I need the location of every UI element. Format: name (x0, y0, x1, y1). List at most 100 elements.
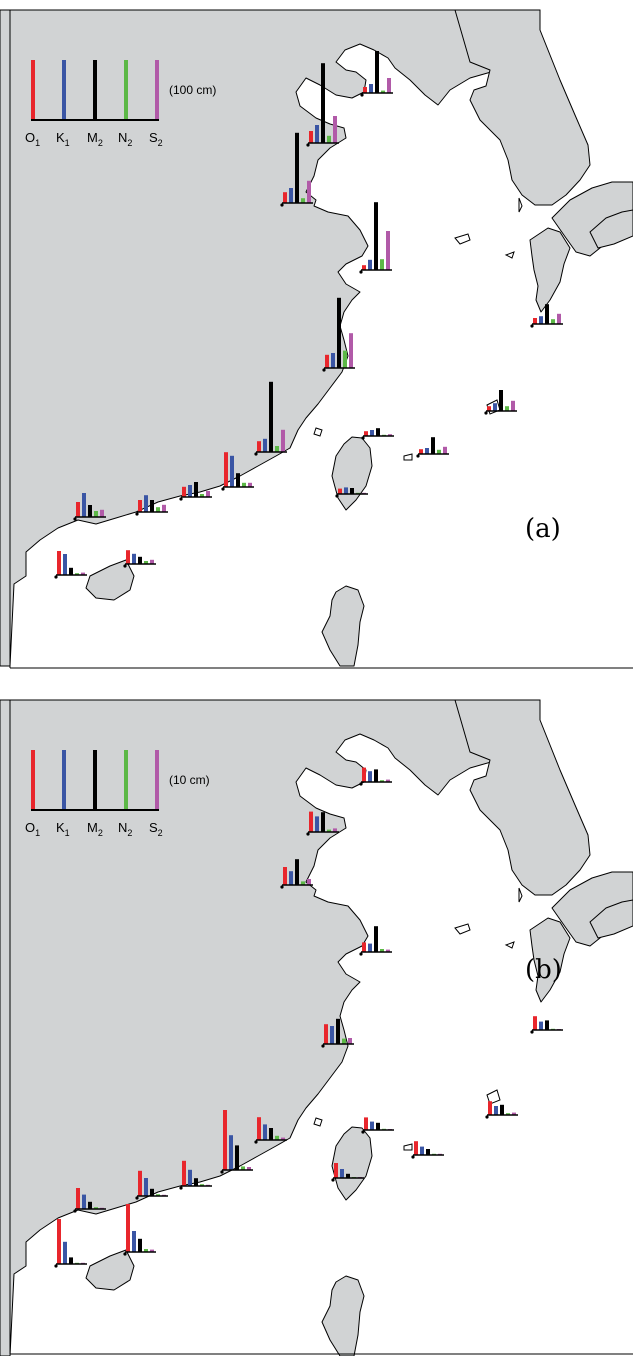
bar-s2 (333, 828, 337, 832)
station-marker (123, 1252, 127, 1256)
bar-n2 (301, 198, 305, 203)
bar-s2 (557, 313, 561, 324)
islet-isl5 (403, 453, 413, 461)
bar-o1 (283, 192, 287, 203)
land-hainan (85, 1249, 135, 1291)
station-marker (361, 436, 365, 440)
legend-bar-n2 (124, 750, 128, 810)
bar-m2 (194, 482, 198, 497)
station-bohai-north (306, 811, 339, 836)
bar-k1 (539, 316, 543, 324)
bar-s2 (386, 949, 390, 952)
bar-o1 (57, 551, 61, 575)
bar-k1 (144, 495, 148, 512)
bar-m2 (236, 473, 240, 487)
station-kyushu (530, 304, 563, 328)
bar-m2 (374, 769, 378, 782)
station-bohai-west (280, 132, 313, 207)
bar-o1 (76, 1188, 80, 1209)
bar-k1 (370, 430, 374, 436)
station-guangdong-west (221, 452, 254, 491)
bar-k1 (289, 188, 293, 203)
bar-k1 (132, 553, 136, 564)
bar-m2 (545, 304, 549, 324)
bar-s2 (386, 779, 390, 782)
station-marker (321, 1044, 325, 1048)
bar-k1 (344, 487, 348, 494)
bar-o1 (309, 811, 313, 832)
land-luzon (321, 585, 365, 667)
panel-label: (a) (525, 514, 561, 544)
bar-m2 (150, 1188, 154, 1196)
station-zhejiang (254, 1117, 287, 1144)
bar-k1 (63, 1241, 67, 1264)
station-marker (179, 1186, 183, 1190)
station-marker (322, 368, 326, 372)
station-marker (411, 1155, 415, 1159)
station-guangdong-west (220, 1110, 253, 1174)
bar-o1 (362, 767, 366, 782)
map-layer (0, 9, 633, 669)
bar-s2 (348, 1038, 352, 1044)
bar-n2 (241, 1166, 245, 1170)
bar-m2 (69, 1257, 73, 1264)
bar-n2 (275, 1135, 279, 1140)
bar-n2 (343, 350, 347, 368)
bar-n2 (75, 573, 79, 575)
station-zhanjiang (54, 1219, 87, 1268)
islet-isl1 (454, 233, 471, 245)
bar-o1 (126, 550, 130, 564)
legend-scale-label: (10 cm) (169, 773, 210, 787)
bar-k1 (368, 943, 372, 952)
bar-k1 (82, 493, 86, 517)
legend-bar-k1 (62, 60, 66, 120)
bar-o1 (283, 867, 287, 885)
station-qiongzhou (123, 1204, 156, 1256)
station-taiwan-south (335, 487, 368, 498)
bar-o1 (223, 1110, 227, 1170)
bar-n2 (380, 259, 384, 270)
bar-n2 (301, 881, 305, 885)
bar-m2 (138, 556, 142, 564)
bar-m2 (269, 1128, 273, 1140)
tide-map-panel-b: O1 K1 M2 N2 S2 (10 cm) (b) (0, 690, 633, 1356)
bar-k1 (370, 1121, 374, 1130)
bar-k1 (425, 448, 429, 454)
station-dalian (360, 51, 393, 97)
tide-chart-b: O1 K1 M2 N2 S2(10 cm) (b) (0, 699, 633, 1356)
bar-k1 (188, 485, 192, 497)
bar-k1 (494, 1106, 498, 1115)
bar-k1 (493, 403, 497, 411)
bar-o1 (488, 1101, 492, 1115)
bar-o1 (334, 1163, 338, 1178)
land-korea (454, 699, 591, 896)
station-marker (135, 512, 139, 516)
bar-k1 (263, 438, 267, 452)
bar-m2 (69, 567, 73, 575)
station-okinawa (485, 1101, 518, 1119)
station-marker (361, 1130, 365, 1134)
islet-isl6 (313, 1117, 323, 1127)
bar-n2 (380, 949, 384, 952)
bar-k1 (263, 1124, 267, 1140)
station-marker (306, 832, 310, 836)
station-marker (254, 1140, 258, 1144)
tide-map-panel-a: O1 K1 M2 N2 S2 (100 cm) (a) (0, 0, 633, 670)
islet-isl1 (454, 923, 471, 935)
bar-m2 (321, 812, 325, 832)
bar-s2 (81, 572, 85, 575)
station-guangdong-east-1 (135, 1170, 168, 1200)
bar-k1 (340, 1169, 344, 1178)
station-marker (221, 487, 225, 491)
station-dalian (359, 767, 392, 786)
bar-o1 (487, 406, 491, 411)
bar-k1 (132, 1231, 136, 1252)
bar-o1 (182, 486, 186, 497)
legend-scale-label: (100 cm) (169, 83, 216, 97)
bar-o1 (57, 1219, 61, 1264)
bar-m2 (138, 1238, 142, 1252)
bar-o1 (126, 1204, 130, 1252)
bar-s2 (333, 116, 337, 143)
islet-isl6 (313, 427, 323, 437)
bar-n2 (381, 90, 385, 93)
